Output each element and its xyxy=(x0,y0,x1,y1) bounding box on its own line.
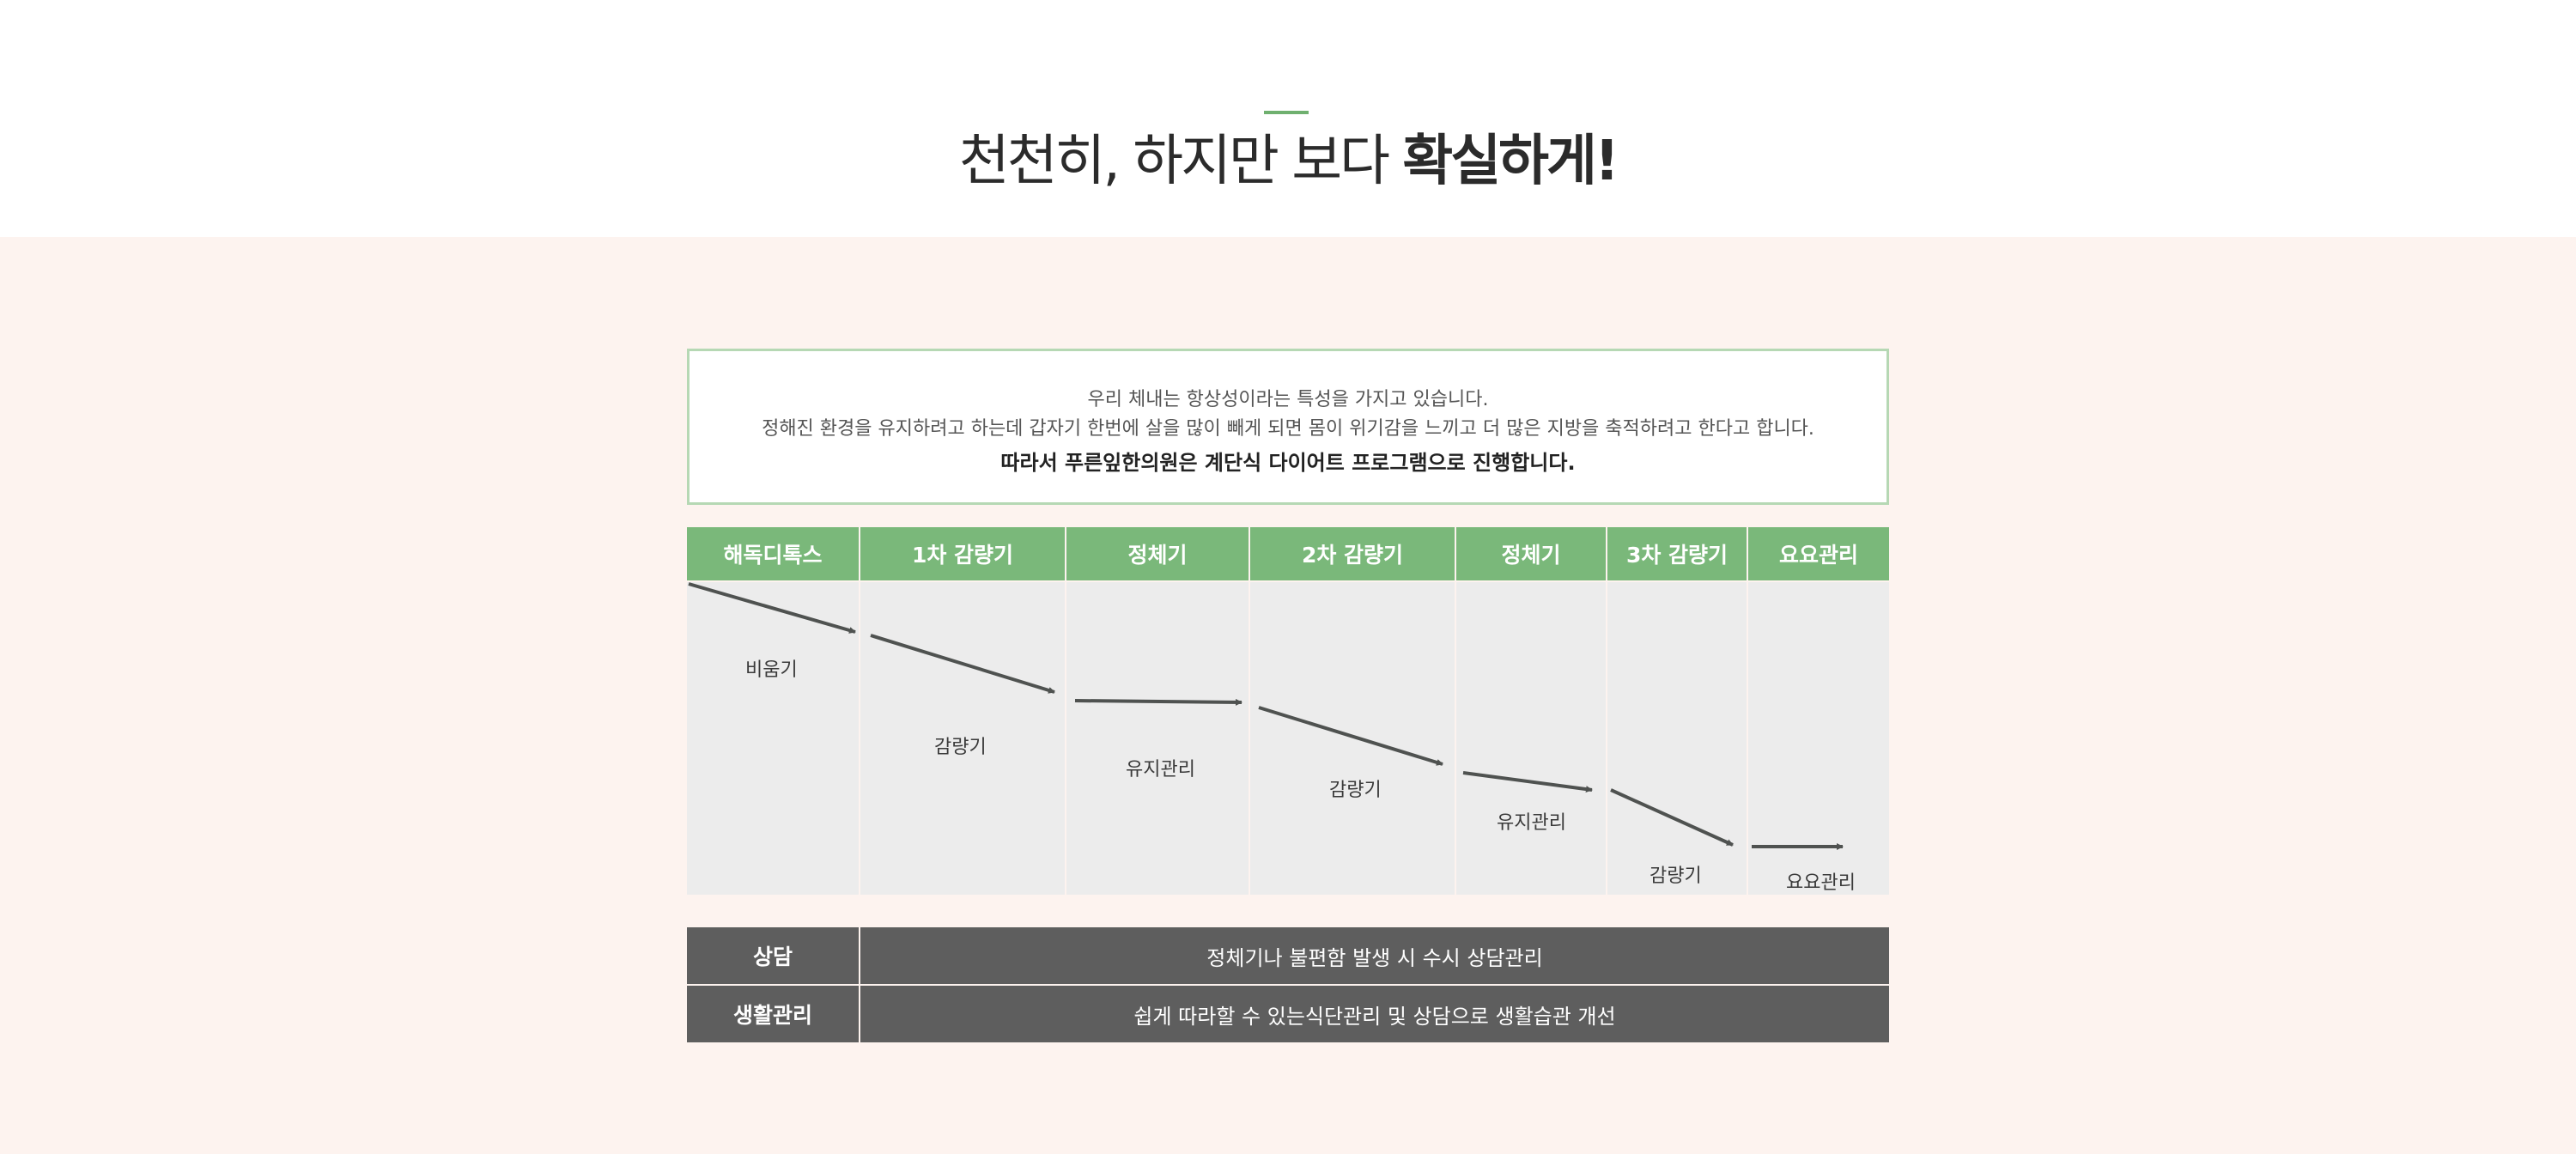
stage-label: 비움기 xyxy=(745,659,798,681)
phase-column xyxy=(1748,582,1889,895)
intro-line-3: 따라서 푸른잎한의원은 계단식 다이어트 프로그램으로 진행합니다. xyxy=(1000,451,1576,475)
phase-column xyxy=(1066,582,1249,895)
phase-column xyxy=(860,582,1065,895)
row-text-lifestyle: 쉽게 따라할 수 있는식단관리 및 상담으로 생활습관 개선 xyxy=(860,986,1889,1042)
arrow-phase-1 xyxy=(688,582,856,634)
phase-header-yoyo: 요요관리 xyxy=(1748,527,1889,580)
intro-line-2: 정해진 환경을 유지하려고 하는데 갑자기 한번에 살을 많이 빼게 되면 몸이… xyxy=(762,418,1814,440)
stepdown-arrows xyxy=(688,582,1844,850)
row-label-lifestyle: 생활관리 xyxy=(687,986,859,1042)
phase-column xyxy=(1250,582,1455,895)
stage-label: 유지관리 xyxy=(1497,812,1566,834)
title-section: 천천히, 하지만 보다 확실하게! xyxy=(0,0,2576,237)
diet-program-diagram: 해독디톡스 1차 감량기 정체기 2차 감량기 정체기 3차 감량기 요요관리 … xyxy=(687,527,1889,1042)
arrow-phase-2 xyxy=(870,634,1055,694)
arrow-phase-4 xyxy=(1258,706,1443,766)
phase-header-plateau-2: 정체기 xyxy=(1456,527,1606,580)
arrow-phase-6 xyxy=(1610,788,1734,847)
stage-label: 요요관리 xyxy=(1786,872,1856,894)
phase-header-detox: 해독디톡스 xyxy=(687,527,859,580)
phase-header-loss-2: 2차 감량기 xyxy=(1250,527,1455,580)
title-accent-line xyxy=(1264,111,1309,114)
phase-column xyxy=(1607,582,1747,895)
stage-label: 감량기 xyxy=(934,737,987,758)
phase-column xyxy=(687,582,859,895)
arrow-phase-5 xyxy=(1462,771,1593,793)
intro-box: 우리 체내는 항상성이라는 특성을 가지고 있습니다. 정해진 환경을 유지하려… xyxy=(687,349,1889,505)
stage-label: 유지관리 xyxy=(1126,759,1195,780)
page-title-bold: 확실하게! xyxy=(1402,130,1619,193)
stage-label: 감량기 xyxy=(1329,780,1382,801)
row-text-consult: 정체기나 불편함 발생 시 수시 상담관리 xyxy=(860,927,1889,984)
page-title: 천천히, 하지만 보다 확실하게! xyxy=(0,124,2576,199)
intro-line-1: 우리 체내는 항상성이라는 특성을 가지고 있습니다. xyxy=(1087,389,1489,410)
page-title-light: 천천히, 하지만 보다 xyxy=(958,130,1403,193)
arrow-phase-3 xyxy=(1074,698,1242,706)
phase-header-plateau-1: 정체기 xyxy=(1066,527,1249,580)
row-label-consult: 상담 xyxy=(687,927,859,984)
stage-label: 감량기 xyxy=(1649,866,1702,887)
phase-header-loss-1: 1차 감량기 xyxy=(860,527,1065,580)
phase-column xyxy=(1456,582,1606,895)
phase-header-loss-3: 3차 감량기 xyxy=(1607,527,1747,580)
